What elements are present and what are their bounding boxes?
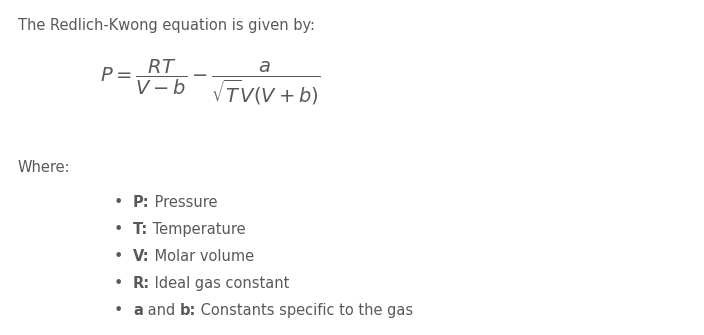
Text: Ideal gas constant: Ideal gas constant [150,276,289,291]
Text: b:: b: [180,303,196,318]
Text: •: • [113,303,122,318]
Text: Constants specific to the gas: Constants specific to the gas [196,303,413,318]
Text: a: a [133,303,143,318]
Text: The Redlich-Kwong equation is given by:: The Redlich-Kwong equation is given by: [18,18,315,33]
Text: •: • [113,276,122,291]
Text: Where:: Where: [18,160,70,175]
Text: V:: V: [133,249,150,264]
Text: Temperature: Temperature [149,222,246,237]
Text: •: • [113,249,122,264]
Text: T:: T: [133,222,149,237]
Text: Molar volume: Molar volume [150,249,253,264]
Text: •: • [113,222,122,237]
Text: P:: P: [133,195,150,210]
Text: R:: R: [133,276,150,291]
Text: •: • [113,195,122,210]
Text: $P = \dfrac{RT}{V - b} - \dfrac{a}{\sqrt{T}V(V + b)}$: $P = \dfrac{RT}{V - b} - \dfrac{a}{\sqrt… [100,58,320,107]
Text: and: and [143,303,180,318]
Text: Pressure: Pressure [150,195,217,210]
